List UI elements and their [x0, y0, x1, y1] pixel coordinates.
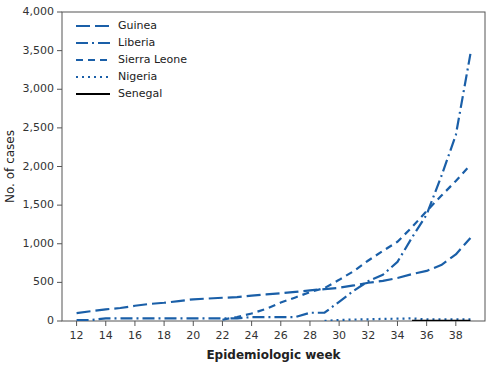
legend-label: Senegal	[118, 87, 162, 100]
y-tick	[57, 12, 62, 13]
x-tick	[134, 321, 135, 326]
y-tick	[57, 166, 62, 167]
legend-label: Sierra Leone	[118, 53, 187, 66]
series-line	[77, 238, 471, 313]
x-tick	[251, 321, 252, 326]
series-line	[412, 320, 470, 321]
x-tick	[76, 321, 77, 326]
legend-swatch	[76, 42, 110, 44]
x-tick	[426, 321, 427, 326]
x-axis-label: Epidemiologic week	[206, 348, 341, 362]
legend-label: Nigeria	[118, 70, 157, 83]
x-tick-label: 32	[361, 329, 375, 342]
y-tick-label: 2,000	[23, 160, 55, 173]
y-tick-label: 1,000	[23, 237, 55, 250]
x-tick	[222, 321, 223, 326]
legend-label: Liberia	[118, 36, 155, 49]
series-lines	[77, 54, 471, 321]
x-tick-label: 36	[420, 329, 434, 342]
x-tick-label: 20	[186, 329, 200, 342]
y-tick	[57, 89, 62, 90]
x-tick-label: 12	[70, 329, 84, 342]
x-tick-label: 30	[332, 329, 346, 342]
y-axis: 0 500 1,000 1,500 2,000 2,500 3,000 3,500 4,000	[23, 5, 63, 327]
series-line	[77, 54, 471, 320]
legend: Guinea Liberia Sierra Leone Nigeria Senegal	[76, 19, 187, 100]
page: {"chart_data": { "type": "line", "xlabel…	[0, 0, 499, 367]
x-tick	[164, 321, 165, 326]
x-axis: 12 14 16 18 20 22 24 26 28 30 32 34 36 38	[70, 321, 463, 342]
y-axis-label: No. of cases	[3, 130, 17, 203]
x-tick	[309, 321, 310, 326]
x-tick	[397, 321, 398, 326]
legend-swatch	[76, 25, 110, 27]
x-tick	[455, 321, 456, 326]
x-tick	[280, 321, 281, 326]
x-tick	[105, 321, 106, 326]
y-tick-label: 500	[33, 275, 54, 288]
x-tick	[339, 321, 340, 326]
y-tick-label: 2,500	[23, 121, 55, 134]
plot-frame	[62, 12, 485, 321]
y-tick	[57, 127, 62, 128]
x-tick	[368, 321, 369, 326]
x-tick-label: 22	[215, 329, 229, 342]
x-tick-label: 26	[274, 329, 288, 342]
y-tick-label: 4,000	[23, 5, 55, 18]
x-tick	[193, 321, 194, 326]
y-tick-label: 0	[47, 314, 54, 327]
y-tick	[57, 50, 62, 51]
x-tick-label: 28	[303, 329, 317, 342]
legend-label: Guinea	[118, 19, 157, 32]
legend-swatch	[76, 93, 110, 95]
legend-swatch	[76, 76, 110, 78]
y-tick-label: 1,500	[23, 198, 55, 211]
x-tick-label: 38	[449, 329, 463, 342]
series-line	[325, 318, 471, 320]
y-tick	[57, 321, 62, 322]
y-tick	[57, 243, 62, 244]
x-tick-label: 34	[390, 329, 404, 342]
chart-svg: 0 500 1,000 1,500 2,000 2,500 3,000 3,500 4,000 1…	[0, 0, 499, 367]
x-tick-label: 14	[99, 329, 113, 342]
series-line	[222, 165, 470, 320]
legend-swatch	[76, 59, 110, 61]
chart-container: 0 500 1,000 1,500 2,000 2,500 3,000 3,500 4,000 1…	[0, 0, 499, 367]
y-tick-label: 3,500	[23, 44, 55, 57]
x-tick-label: 16	[128, 329, 142, 342]
y-tick	[57, 282, 62, 283]
y-tick-label: 3,000	[23, 82, 55, 95]
x-tick-label: 18	[157, 329, 171, 342]
y-tick	[57, 205, 62, 206]
x-tick-label: 24	[245, 329, 259, 342]
